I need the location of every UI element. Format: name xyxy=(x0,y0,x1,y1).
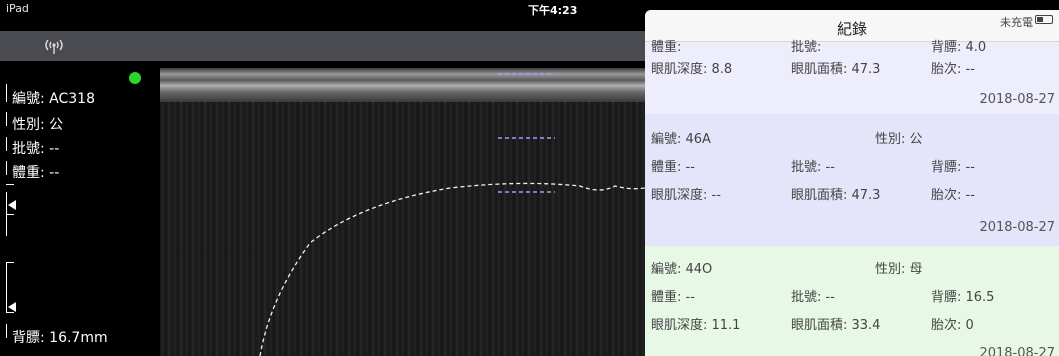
record-parity: 胎次: -- xyxy=(931,188,975,203)
record-date: 2018-08-27 xyxy=(979,220,1055,235)
record-id: 編號: 46A xyxy=(651,132,711,147)
record-sex: 性別: 公 xyxy=(875,132,923,147)
info-backfat: 背膘: 16.7mm xyxy=(12,330,108,346)
record-loin-area: 眼肌面積: 47.3 xyxy=(791,62,881,77)
scan-overlay xyxy=(259,73,645,356)
record-batch: 批號: -- xyxy=(791,160,835,175)
record-date: 2018-08-27 xyxy=(979,346,1055,356)
record-id: 編號: 44O xyxy=(651,262,713,277)
record-weight: 體重: -- xyxy=(651,160,695,175)
scan-top-band xyxy=(160,68,645,102)
records-header: 紀錄 未充電 xyxy=(645,10,1059,42)
scale-tick xyxy=(6,214,14,215)
info-weight: 體重: -- xyxy=(12,165,60,181)
record-backfat: 背膘: 16.5 xyxy=(931,290,995,305)
record-loin-area: 眼肌面積: 33.4 xyxy=(791,318,881,333)
scale-bracket xyxy=(6,161,12,175)
record-weight: 體重: -- xyxy=(651,290,695,305)
record-backfat: 背膘: 4.0 xyxy=(931,40,987,55)
toolbar xyxy=(0,31,645,61)
device-name: iPad xyxy=(6,2,29,15)
battery-icon xyxy=(1035,15,1053,24)
record-date: 2018-08-27 xyxy=(979,92,1055,107)
info-id: 編號: AC318 xyxy=(12,91,95,107)
depth-marker-icon xyxy=(8,200,16,210)
scale-bracket xyxy=(6,112,12,126)
info-batch: 批號: -- xyxy=(12,141,60,157)
record-loin-depth: 眼肌深度: -- xyxy=(651,188,721,203)
ultrasound-scan[interactable] xyxy=(160,68,645,356)
connection-status-dot xyxy=(129,72,141,84)
record-parity: 胎次: 0 xyxy=(931,318,974,333)
depth-marker-icon xyxy=(8,302,16,312)
record-sex: 性別: 母 xyxy=(875,262,923,277)
record-loin-area: 眼肌面積: 47.3 xyxy=(791,188,881,203)
record-parity: 胎次: -- xyxy=(931,62,975,77)
scale-bracket xyxy=(6,84,12,102)
record-card[interactable]: 編號: 44O 性別: 母 體重: -- 批號: -- 背膘: 16.5 眼肌深… xyxy=(645,246,1059,356)
scale-bracket xyxy=(6,324,12,338)
battery-status: 未充電 xyxy=(1000,16,1033,29)
scale-bracket xyxy=(6,262,12,312)
records-panel: 紀錄 未充電 體重: 批號: 背膘: 4.0 眼肌深度: 8.8 眼肌面積: 4… xyxy=(645,10,1059,356)
scan-texture xyxy=(160,102,645,356)
record-backfat: 背膘: -- xyxy=(931,160,975,175)
record-batch: 批號: -- xyxy=(791,290,835,305)
scale-tick xyxy=(6,312,14,313)
record-card[interactable]: 體重: 批號: 背膘: 4.0 眼肌深度: 8.8 眼肌面積: 47.3 胎次:… xyxy=(645,40,1059,114)
record-loin-depth: 眼肌深度: 8.8 xyxy=(651,62,733,77)
antenna-icon[interactable] xyxy=(42,37,66,55)
info-panel: 編號: AC318 性別: 公 批號: -- 體重: -- 背膘: 16.7mm xyxy=(0,62,160,356)
scale-tick xyxy=(6,184,14,185)
scale-tick xyxy=(6,262,14,263)
record-weight: 體重: xyxy=(651,40,682,55)
record-batch: 批號: xyxy=(791,40,822,55)
records-title: 紀錄 xyxy=(836,20,867,38)
clock: 下午4:23 xyxy=(528,4,578,17)
loin-area-outline xyxy=(259,182,645,356)
info-sex: 性別: 公 xyxy=(12,117,64,133)
record-card-selected[interactable]: 編號: 46A 性別: 公 體重: -- 批號: -- 背膘: -- 眼肌深度:… xyxy=(645,114,1059,246)
scale-bracket xyxy=(6,137,12,151)
record-loin-depth: 眼肌深度: 11.1 xyxy=(651,318,741,333)
